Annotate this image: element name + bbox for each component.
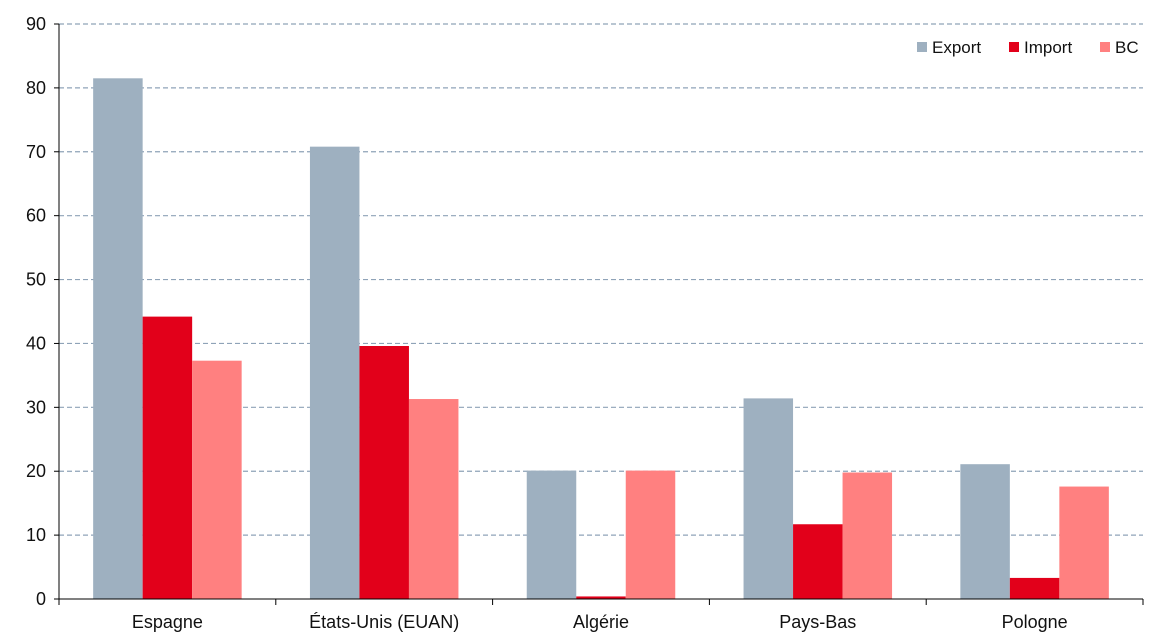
x-category-label: Algérie bbox=[573, 612, 629, 632]
bar-bc-0 bbox=[192, 360, 242, 599]
y-tick-label: 60 bbox=[26, 206, 46, 226]
bar-bc-3 bbox=[842, 472, 893, 599]
bar-import-3 bbox=[793, 524, 843, 599]
x-category-label: Espagne bbox=[132, 612, 203, 632]
legend-label-bc: BC bbox=[1115, 38, 1139, 57]
y-tick-label: 70 bbox=[26, 142, 46, 162]
bar-import-2 bbox=[576, 596, 626, 599]
bar-export-0 bbox=[93, 78, 143, 600]
bar-import-0 bbox=[142, 316, 193, 599]
x-category-label: Pays-Bas bbox=[779, 612, 856, 632]
y-tick-label: 30 bbox=[26, 397, 46, 417]
y-tick-label: 90 bbox=[26, 14, 46, 34]
x-category-label: Pologne bbox=[1002, 612, 1068, 632]
y-tick-label: 10 bbox=[26, 525, 46, 545]
legend-label-export: Export bbox=[932, 38, 981, 57]
bar-export-4 bbox=[960, 464, 1010, 599]
bar-bc-4 bbox=[1059, 486, 1109, 599]
bar-export-1 bbox=[309, 146, 360, 599]
bar-export-3 bbox=[743, 398, 794, 599]
legend: Export Import BC bbox=[917, 38, 1139, 57]
x-category-label: États-Unis (EUAN) bbox=[309, 612, 459, 632]
legend-swatch-bc bbox=[1100, 42, 1110, 52]
y-tick-label: 50 bbox=[26, 270, 46, 290]
y-tick-label: 0 bbox=[36, 589, 46, 609]
bar-bc-1 bbox=[408, 399, 459, 599]
y-tick-label: 80 bbox=[26, 78, 46, 98]
bar-bc-2 bbox=[625, 470, 676, 599]
legend-swatch-export bbox=[917, 42, 927, 52]
bar-import-1 bbox=[359, 346, 409, 599]
y-tick-label: 40 bbox=[26, 333, 46, 353]
bar-export-2 bbox=[526, 470, 577, 599]
legend-swatch-import bbox=[1009, 42, 1019, 52]
legend-label-import: Import bbox=[1024, 38, 1072, 57]
y-tick-label: 20 bbox=[26, 461, 46, 481]
axes: 0 10 20 30 40 50 60 70 80 90 Espagne États-Unis (EU… bbox=[26, 14, 1144, 632]
bar-import-4 bbox=[1009, 577, 1060, 599]
bars bbox=[93, 78, 1109, 600]
